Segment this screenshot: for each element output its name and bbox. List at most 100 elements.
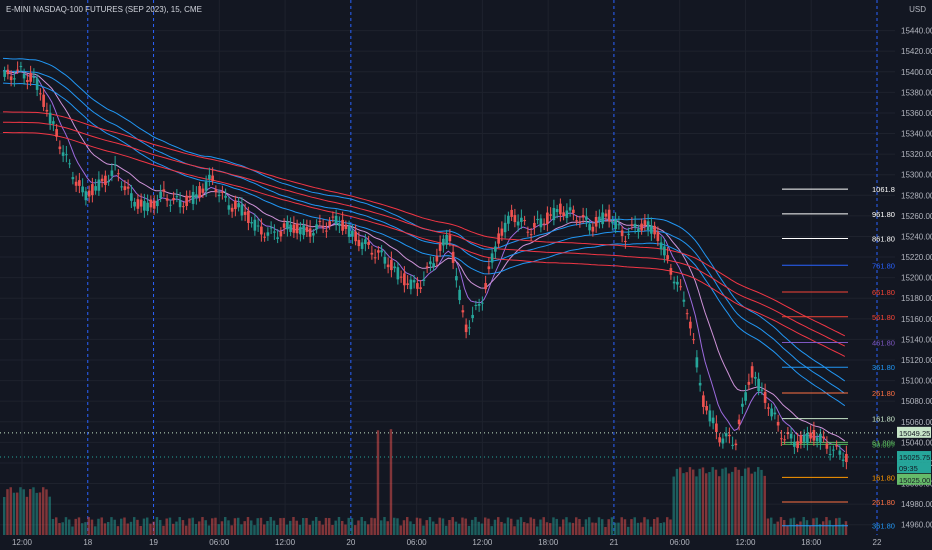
candle-body <box>776 421 780 426</box>
volume-bars <box>3 429 848 535</box>
volume-bar <box>198 521 201 535</box>
volume-bar <box>194 523 198 535</box>
candle-body <box>211 175 214 181</box>
candle-body <box>451 251 455 263</box>
volume-bar <box>445 525 448 535</box>
candle-body <box>822 436 825 439</box>
symbol-title[interactable]: E-MINI NASDAQ-100 FUTURES (SEP 2023), 15… <box>6 5 202 14</box>
volume-bar <box>594 522 597 535</box>
volume-bar <box>471 519 474 535</box>
volume-bar <box>744 468 747 535</box>
volume-bar <box>97 518 100 535</box>
volume-bar <box>523 522 526 535</box>
time-axis[interactable]: 12:00 18 19 06:00 12:00 20 06:00 12:00 18:00 21 06… <box>12 538 882 547</box>
candle-body <box>87 190 91 197</box>
volume-bar <box>29 489 32 535</box>
volume-bar <box>516 519 519 535</box>
x-tick-label: 06:00 <box>407 538 428 547</box>
candle-body <box>455 276 458 281</box>
candle-body <box>217 194 221 197</box>
candle-body <box>234 200 237 210</box>
candle-body <box>581 215 585 218</box>
candle-body <box>542 223 546 225</box>
volume-bar <box>100 517 103 535</box>
candle-body <box>55 129 58 137</box>
candle-body <box>396 267 400 280</box>
candle-body <box>159 191 162 198</box>
candle-body <box>149 199 153 208</box>
y-tick-label: 15100.00 <box>901 377 932 386</box>
volume-bar <box>22 489 25 535</box>
volume-bar <box>656 517 659 535</box>
fib-label: 261.80% <box>872 498 902 507</box>
candle-body <box>16 69 19 71</box>
candle-body <box>799 435 803 444</box>
volume-bar <box>630 519 633 535</box>
candle-body <box>604 213 608 217</box>
candle-body <box>6 69 10 75</box>
volume-bar <box>64 517 68 535</box>
candle-body <box>292 224 296 233</box>
volume-bar <box>783 520 786 535</box>
candle-body <box>728 434 731 437</box>
x-tick-label: 06:00 <box>670 538 691 547</box>
candle-body <box>354 231 357 242</box>
volume-bar <box>705 473 708 535</box>
volume-bar <box>393 517 396 535</box>
candle-body <box>393 266 396 269</box>
candle-body <box>269 227 273 229</box>
volume-bar <box>623 519 627 535</box>
candle-body <box>256 225 260 227</box>
volume-bar <box>214 517 217 535</box>
candle-body <box>669 268 673 275</box>
candle-body <box>250 222 253 224</box>
fib-label: 561.80% <box>872 313 902 322</box>
candle-body <box>624 240 627 242</box>
long-band-mid-line <box>3 121 846 347</box>
candle-body <box>744 392 747 401</box>
volume-bar <box>695 476 698 535</box>
volume-bar <box>139 525 142 535</box>
candle-body <box>458 289 461 301</box>
x-tick-label: 22 <box>873 538 882 547</box>
volume-bar <box>149 523 152 535</box>
volume-bar <box>435 523 438 535</box>
volume-bar <box>607 519 610 535</box>
candle-body <box>705 405 708 411</box>
candle-body <box>422 279 426 281</box>
moving-average-lines <box>2 57 846 453</box>
volume-bar <box>207 525 211 535</box>
volume-bar <box>458 523 461 535</box>
volume-bar <box>367 524 370 535</box>
x-tick-label: 21 <box>609 538 618 547</box>
candle-body <box>191 191 195 204</box>
price-tag-current: 15025.75 <box>899 453 930 462</box>
fib-levels: 1061.80% 961.80% 861.80% 761.80% 661.80% 561.… <box>782 185 906 531</box>
volume-bar <box>259 517 263 535</box>
candle-body <box>793 441 796 447</box>
candle-body <box>308 228 312 237</box>
volume-bar <box>243 521 246 535</box>
candle-body <box>214 189 218 193</box>
volume-bar <box>357 520 360 535</box>
volume-bar <box>724 467 727 535</box>
volume-bar <box>841 524 844 535</box>
candle-body <box>279 231 283 237</box>
volume-bar <box>532 518 536 535</box>
candle-body <box>715 423 718 433</box>
ema-mid-line <box>2 70 846 442</box>
volume-bar <box>597 517 601 535</box>
candle-body <box>419 287 422 289</box>
candle-body <box>536 218 539 221</box>
volume-bar <box>318 520 321 535</box>
volume-bar <box>727 473 731 535</box>
candle-body <box>123 186 127 191</box>
candle-body <box>546 212 549 225</box>
volume-bar <box>763 475 766 535</box>
volume-bar <box>549 523 552 535</box>
volume-bar <box>110 517 113 535</box>
volume-bar <box>578 519 581 535</box>
volume-bar <box>480 523 484 535</box>
volume-bar <box>685 472 688 535</box>
